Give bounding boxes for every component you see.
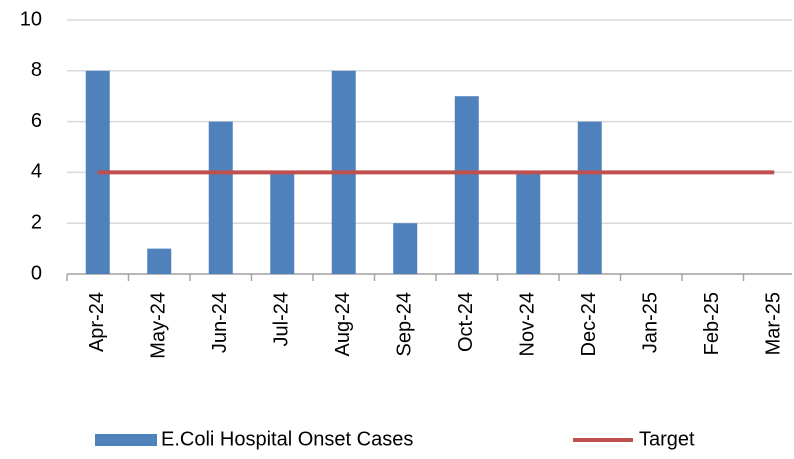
- y-tick-label: 4: [31, 161, 42, 183]
- x-tick-label: Sep-24: [394, 292, 416, 357]
- y-tick-label: 2: [31, 211, 42, 233]
- legend-swatch: [95, 434, 157, 446]
- y-tick-label: 0: [31, 262, 42, 284]
- x-tick-label: Dec-24: [578, 292, 600, 356]
- legend-label: E.Coli Hospital Onset Cases: [161, 428, 413, 450]
- x-tick-label: Apr-24: [86, 292, 108, 352]
- bar: [147, 248, 172, 274]
- y-tick-label: 8: [31, 59, 42, 81]
- bar: [393, 223, 418, 274]
- x-tick-label: Feb-25: [701, 292, 723, 355]
- bar: [516, 172, 541, 274]
- x-tick-label: Jul-24: [271, 292, 293, 346]
- bar: [454, 96, 479, 274]
- x-tick-label: Oct-24: [455, 292, 477, 352]
- y-tick-label: 6: [31, 110, 42, 132]
- x-tick-label: Nov-24: [517, 292, 539, 356]
- x-tick-label: Aug-24: [332, 292, 354, 357]
- bar: [208, 121, 233, 274]
- bar: [577, 121, 602, 274]
- x-tick-label: Jan-25: [640, 292, 662, 353]
- y-tick-label: 10: [20, 8, 42, 30]
- x-tick-label: Jun-24: [209, 292, 231, 353]
- x-tick-label: Mar-25: [763, 292, 785, 355]
- bar: [270, 172, 295, 274]
- x-tick-label: May-24: [148, 292, 170, 359]
- legend-label: Target: [639, 428, 695, 450]
